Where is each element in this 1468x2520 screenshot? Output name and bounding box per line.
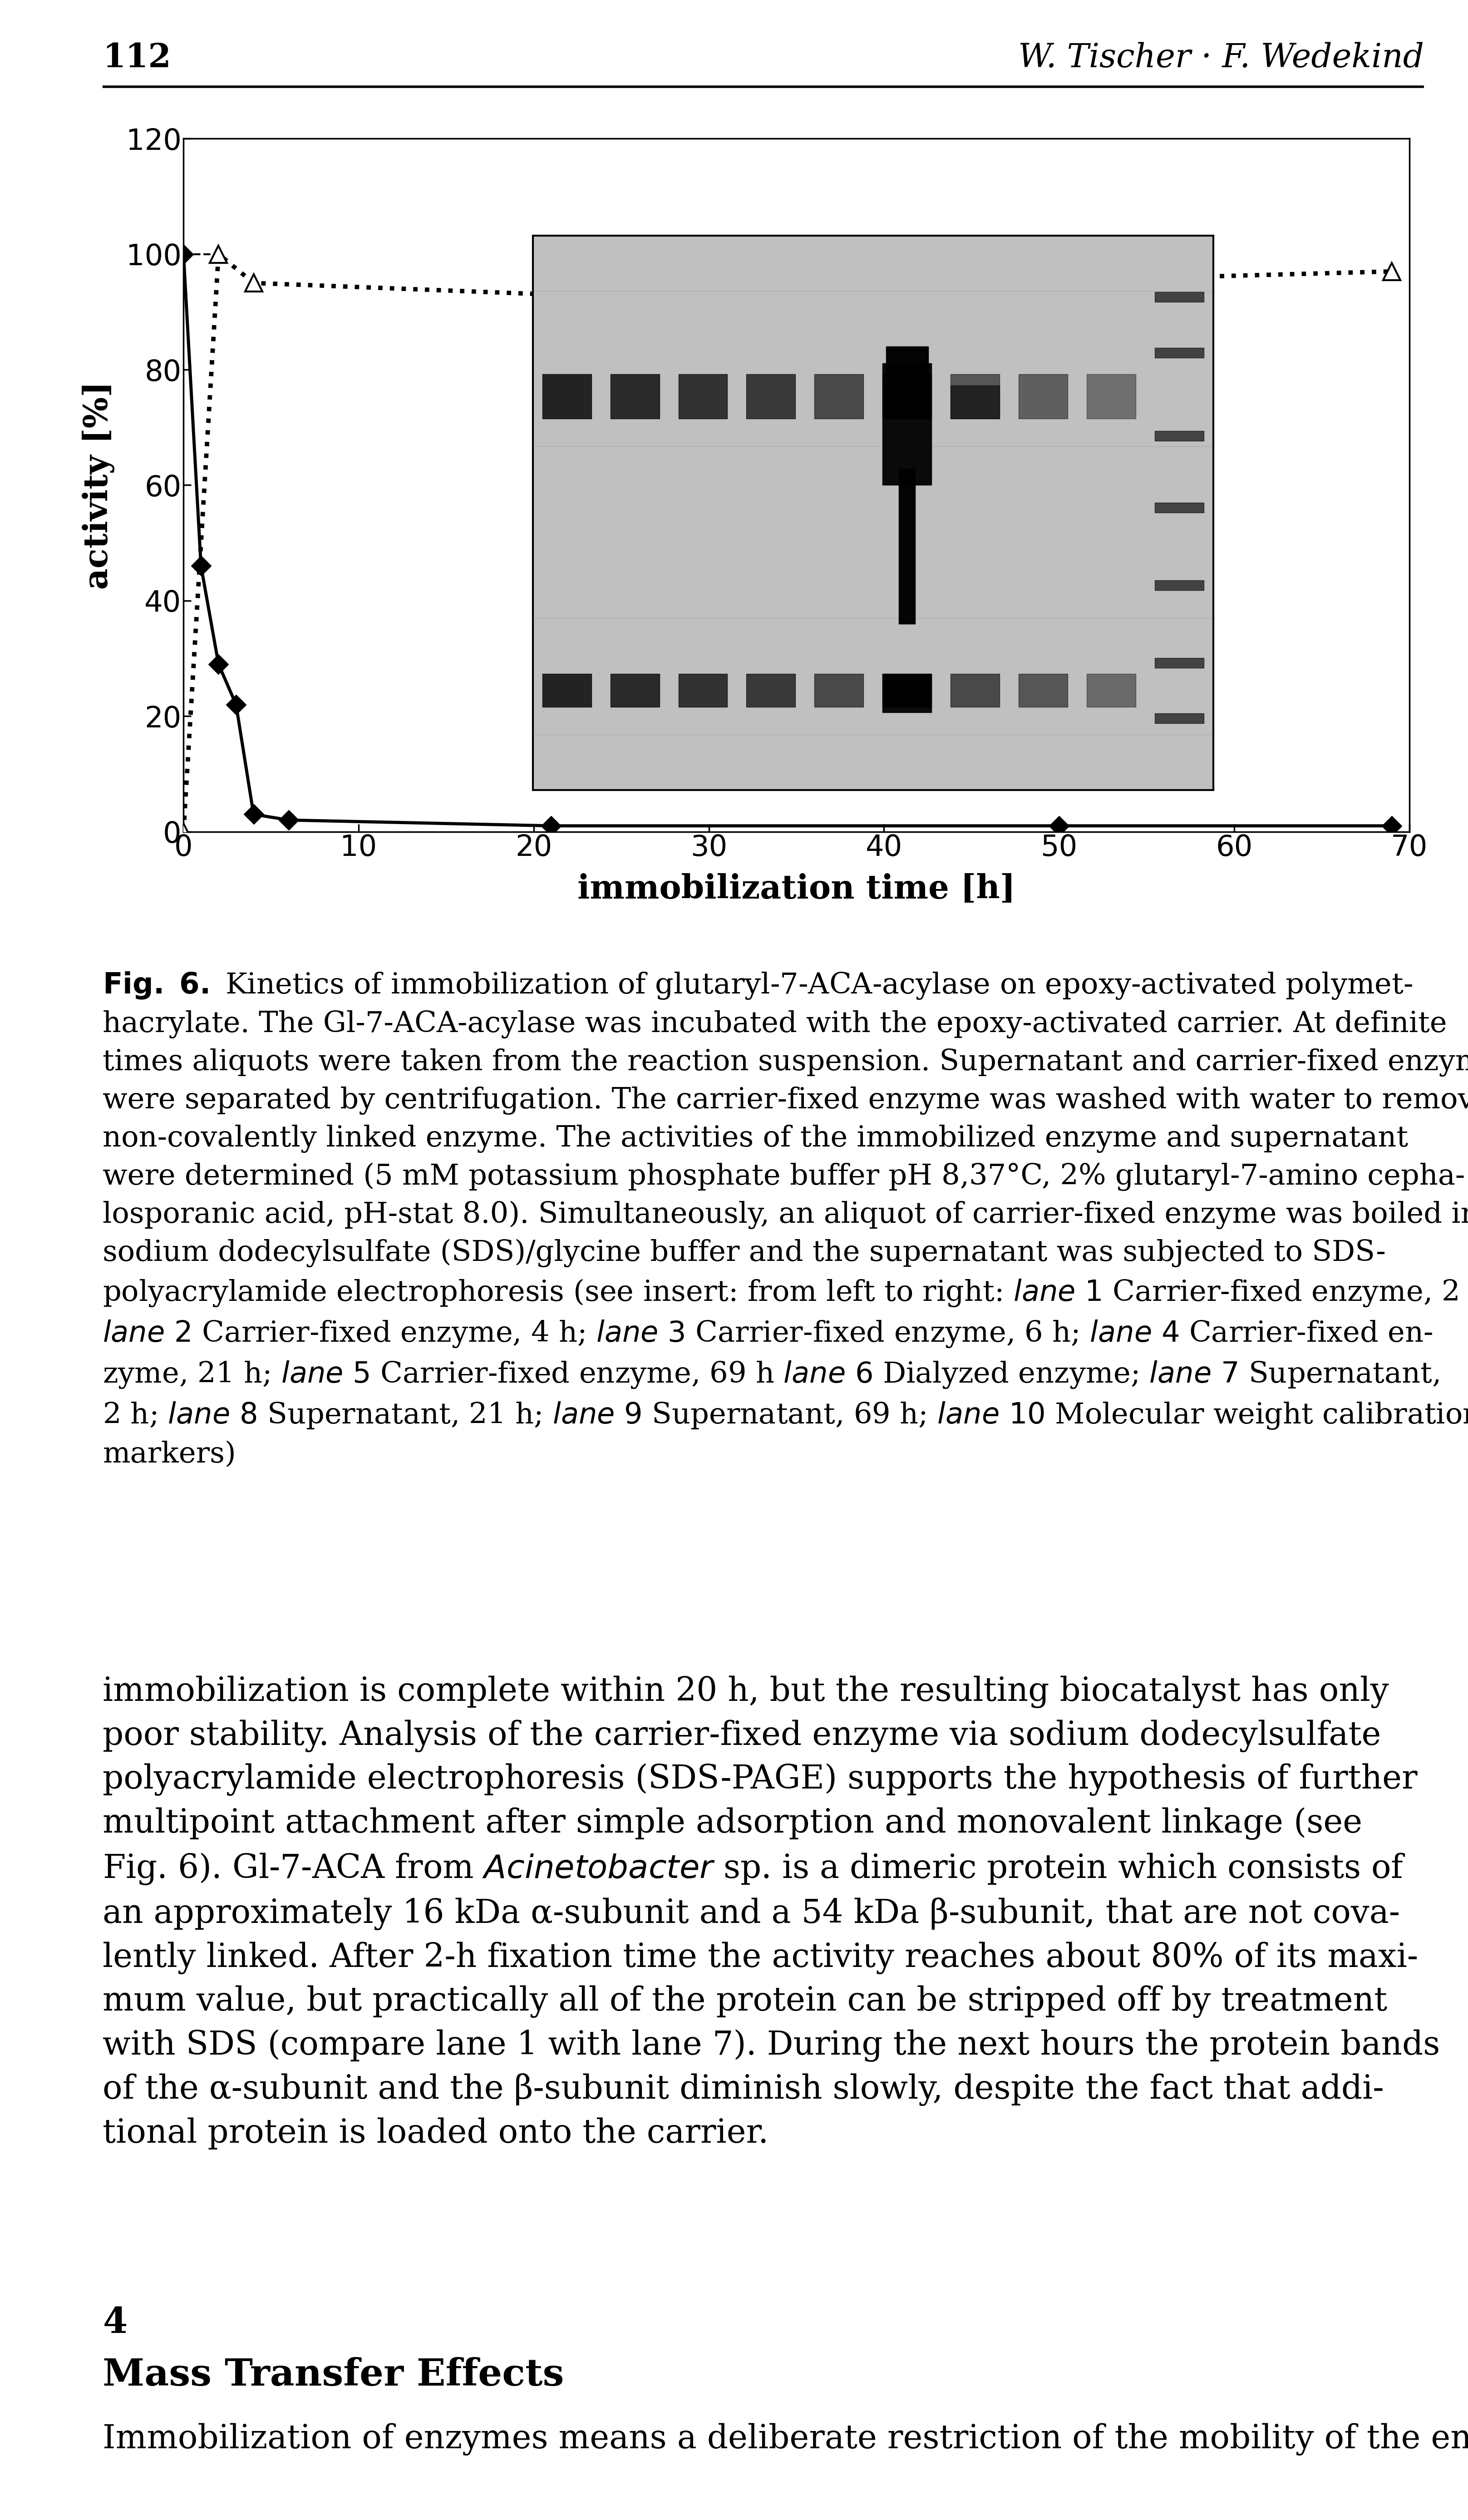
X-axis label: immobilization time [h]: immobilization time [h]	[577, 874, 1016, 905]
Text: immobilization is complete within 20 h, but the resulting biocatalyst has only
p: immobilization is complete within 20 h, …	[103, 1676, 1440, 2150]
Text: 112: 112	[103, 43, 172, 73]
Text: Mass Transfer Effects: Mass Transfer Effects	[103, 2356, 564, 2394]
Text: 4: 4	[103, 2306, 128, 2341]
Text: $\mathbf{Fig.\ 6.}$ Kinetics of immobilization of glutaryl-7-ACA-acylase on epox: $\mathbf{Fig.\ 6.}$ Kinetics of immobili…	[103, 970, 1468, 1469]
Y-axis label: activity [%]: activity [%]	[82, 381, 115, 590]
Text: W. Tischer · F. Wedekind: W. Tischer · F. Wedekind	[1019, 43, 1424, 73]
Text: Immobilization of enzymes means a deliberate restriction of the mobility of the : Immobilization of enzymes means a delibe…	[103, 2424, 1468, 2454]
